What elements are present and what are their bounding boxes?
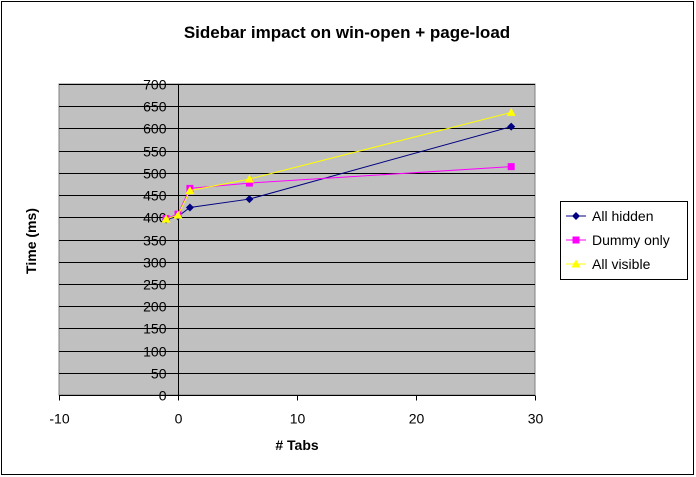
legend-item: Dummy only: [566, 232, 670, 248]
y-tick-label: 550: [143, 144, 167, 160]
y-tick-label: 400: [143, 210, 167, 226]
data-point: [506, 107, 516, 116]
y-tick-label: 50: [151, 366, 167, 382]
x-tick-label: -10: [49, 411, 69, 427]
plot-background: [58, 83, 536, 396]
y-tick-label: 100: [143, 344, 167, 360]
y-axis-title: Time (ms): [23, 208, 39, 274]
x-tick-label: 10: [290, 411, 306, 427]
y-tick-label: 650: [143, 99, 167, 115]
legend-label: All visible: [592, 256, 651, 272]
data-point: [185, 186, 195, 195]
data-point: [245, 179, 253, 187]
legend-marker: [572, 212, 580, 220]
legend-label: Dummy only: [592, 232, 670, 248]
y-tick-label: 350: [143, 233, 167, 249]
y-tick-label: 200: [143, 299, 167, 315]
y-tick-label: 300: [143, 255, 167, 271]
series-layer: [161, 107, 516, 224]
y-tick-label: 0: [159, 388, 167, 404]
data-point: [185, 203, 194, 212]
data-point: [173, 210, 183, 219]
x-axis-title: # Tabs: [275, 437, 319, 453]
axis-ticks: 0501001502002503003504004505005506006507…: [49, 77, 543, 427]
legend-item: All visible: [566, 256, 651, 272]
legend-marker: [571, 259, 581, 268]
y-tick-label: 150: [143, 321, 167, 337]
data-point: [161, 214, 171, 223]
legend-label: All hidden: [592, 208, 654, 224]
data-point: [244, 174, 254, 183]
series-all-visible: [161, 107, 516, 223]
legend-item: All hidden: [566, 208, 654, 224]
x-tick-label: 0: [175, 411, 183, 427]
legend: All hidden Dummy only All visible: [560, 201, 688, 280]
y-tick-label: 450: [143, 188, 167, 204]
y-tick-label: 500: [143, 166, 167, 182]
x-tick-label: 20: [409, 411, 425, 427]
plot-area: [58, 83, 536, 396]
data-point: [245, 195, 254, 204]
legend-marker: [572, 236, 580, 244]
chart-title: Sidebar impact on win-open + page-load: [184, 23, 510, 42]
y-tick-label: 700: [143, 77, 167, 93]
data-point: [507, 163, 515, 171]
y-tick-label: 600: [143, 121, 167, 137]
y-tick-label: 250: [143, 277, 167, 293]
data-point: [507, 122, 516, 131]
x-tick-label: 30: [528, 411, 544, 427]
